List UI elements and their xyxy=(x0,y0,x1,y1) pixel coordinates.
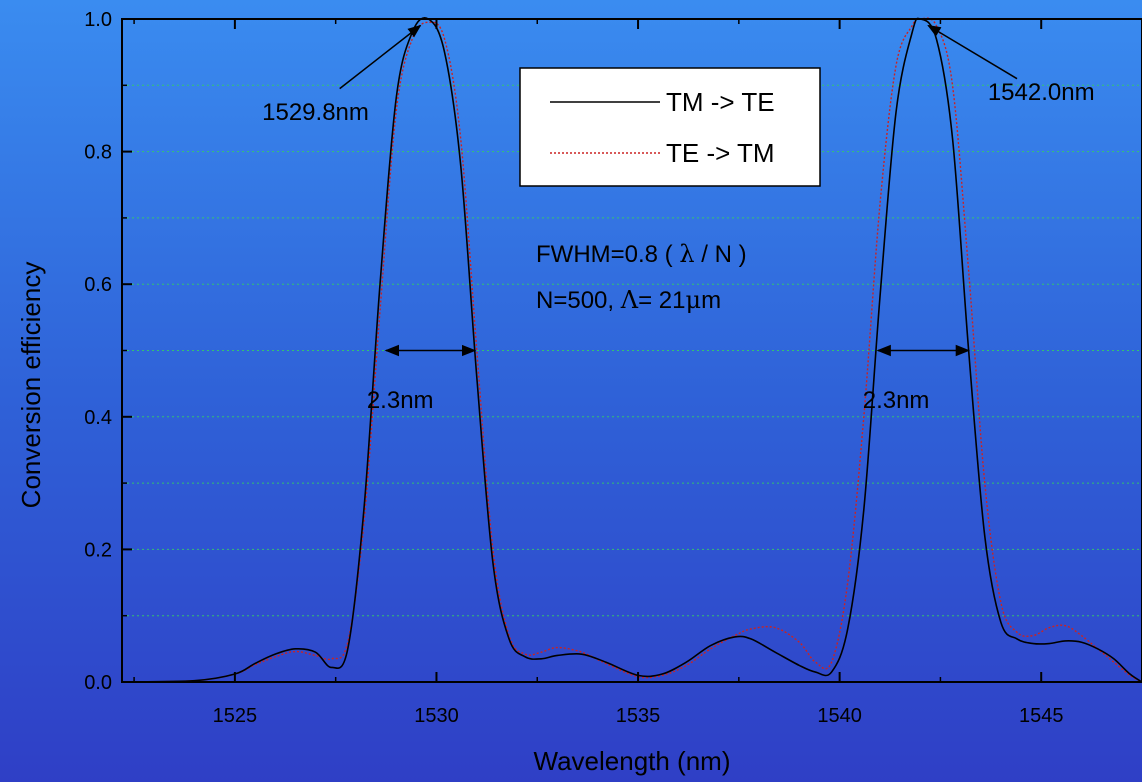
legend-label-te-tm: TE -> TM xyxy=(666,138,775,168)
fwhm-prefix: FWHM=0.8 ( xyxy=(536,241,679,268)
x-tick-label: 1525 xyxy=(213,705,258,727)
peak-arrow-left xyxy=(339,24,422,90)
legend-box xyxy=(519,67,821,187)
series-line-tm-te xyxy=(121,17,1142,683)
capital-lambda-symbol: Λ xyxy=(620,286,639,314)
y-tick-label: 0.8 xyxy=(84,142,112,164)
legend: TM -> TE TE -> TM xyxy=(519,67,821,187)
y-tick-label: 0.0 xyxy=(84,672,112,694)
period-formula: N=500, Λ= 21μm xyxy=(536,286,721,314)
n-text: N=500, xyxy=(536,287,621,314)
eq-post: m xyxy=(701,287,721,314)
peak-arrow-right xyxy=(927,24,1018,80)
annotations: 1529.8nm 1542.0nm 2.3nm 2.3nm xyxy=(262,79,1094,414)
fwhm-formula: FWHM=0.8 ( λ / N ) xyxy=(536,240,747,268)
y-tick-label: 1.0 xyxy=(84,9,112,31)
y-tick-label: 0.4 xyxy=(84,407,112,429)
annotation-label: 2.3nm xyxy=(367,387,434,414)
fwhm-mid: / N ) xyxy=(695,241,747,268)
legend-label-tm-te: TM -> TE xyxy=(666,87,775,117)
x-tick-label: 1545 xyxy=(1019,705,1064,727)
annotation-arrows xyxy=(339,24,1018,357)
x-tick-label: 1535 xyxy=(616,705,661,727)
x-tick-label: 1530 xyxy=(414,705,459,727)
series-line-te-tm xyxy=(121,17,1142,683)
eq-pre: = 21 xyxy=(638,287,685,314)
annotation-label: 1542.0nm xyxy=(988,79,1095,106)
annotation-label: 2.3nm xyxy=(863,387,930,414)
series-layer xyxy=(121,17,1142,683)
y-tick-label: 0.6 xyxy=(84,274,112,296)
x-tick-label: 1540 xyxy=(817,705,862,727)
annotation-label: 1529.8nm xyxy=(262,99,369,126)
x-axis-title: Wavelength (nm) xyxy=(534,746,731,776)
y-axis-title: Conversion efficiency xyxy=(16,262,46,509)
y-tick-label: 0.2 xyxy=(84,539,112,561)
lambda-symbol: λ xyxy=(679,240,694,268)
axis-ticks: 0.0 0.2 0.4 0.6 0.8 1.0 1525 1530 1535 1540 1545 xyxy=(84,9,1142,727)
mu-symbol: μ xyxy=(685,286,701,314)
